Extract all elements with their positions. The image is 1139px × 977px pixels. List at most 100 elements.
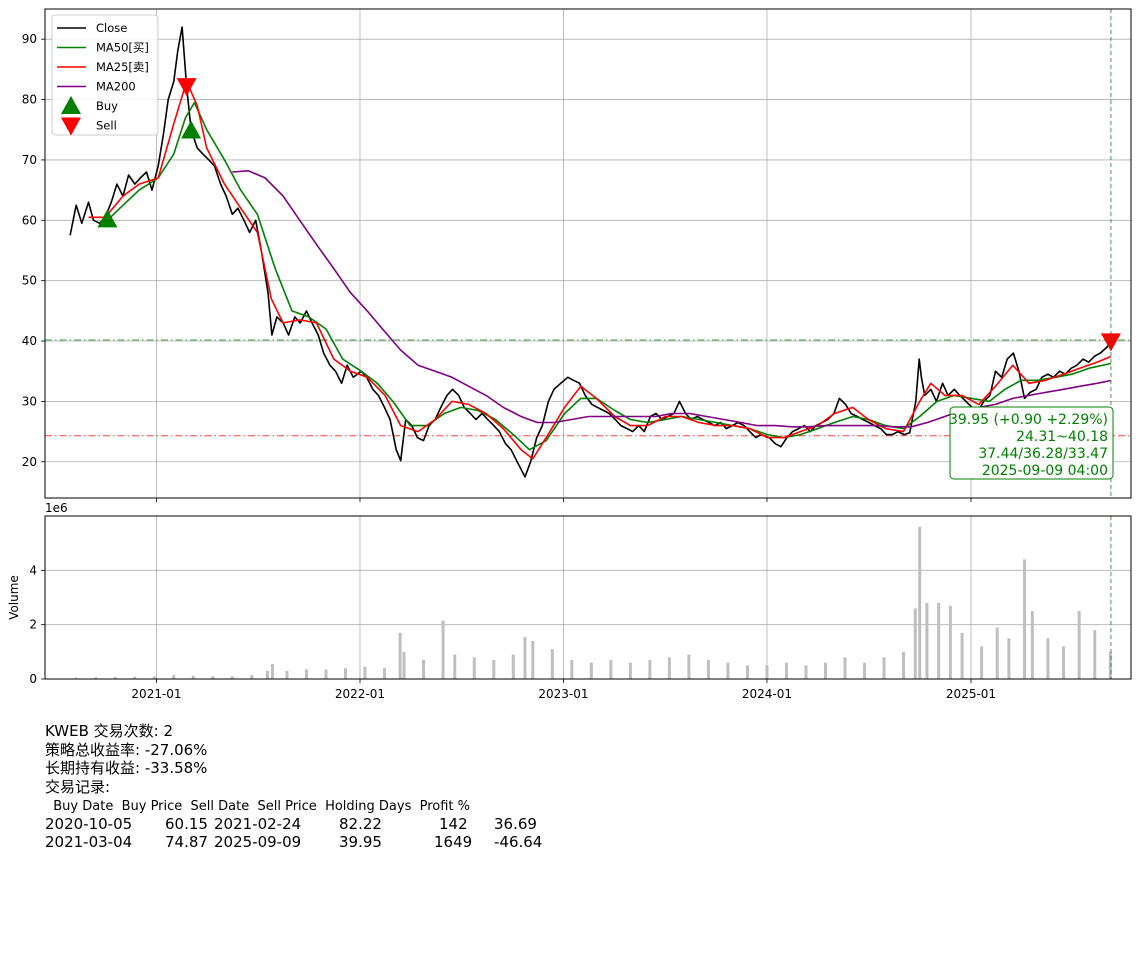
volume-bar (1023, 559, 1027, 679)
volume-axis-label: Volume (7, 575, 21, 620)
trade-row: 2020-10-05 60.15 2021-02-24 82.22 142 36… (45, 815, 537, 833)
volume-plot-frame (44, 515, 1132, 680)
buy-hold-return-text: 长期持有收益: -33.58% (45, 759, 208, 777)
volume-bar (74, 677, 78, 679)
volume-scale-label: 1e6 (45, 501, 68, 515)
volume-bar (1030, 611, 1034, 679)
volume-bar (609, 659, 613, 679)
legend: Close MA50[买] MA25[卖] MA200 Buy Sell (51, 14, 159, 136)
volume-bar (648, 659, 652, 679)
trade-table-header: Buy Date Buy Price Sell Date Sell Price … (45, 799, 471, 814)
volume-bar (726, 662, 730, 679)
volume-bar (133, 676, 137, 679)
price-y-tick-label: 50 (22, 274, 37, 288)
volume-bar (995, 627, 999, 679)
annotation-line: 37.44/36.28/33.47 (978, 446, 1108, 462)
volume-bar (902, 651, 906, 679)
volume-bar (152, 676, 156, 679)
buy-marker (181, 120, 202, 139)
legend-label: Sell (96, 119, 117, 133)
sell-price-cell: 39.95 (339, 833, 382, 851)
volume-bar (843, 657, 847, 679)
volume-bar (324, 669, 328, 679)
volume-bar (784, 662, 788, 679)
sell-date-cell: 2025-09-09 (214, 833, 302, 851)
sell-marker (1100, 333, 1121, 352)
buy-marker (97, 209, 118, 228)
chart-figure: 2030405060708090CloseMA50[买]MA25[卖]MA200… (7, 8, 1132, 700)
volume-bar (628, 662, 632, 679)
volume-bar (948, 605, 952, 679)
volume-bar (363, 666, 367, 679)
legend-swatch-sell (61, 117, 81, 136)
volume-bar (925, 602, 929, 679)
legend-box (51, 14, 159, 136)
annotation-line: 2025-09-09 04:00 (982, 463, 1108, 479)
volume-bar (472, 657, 476, 679)
price-y-tick-label: 90 (22, 32, 37, 46)
price-y-tick-label: 40 (22, 334, 37, 348)
buy-price-cell: 60.15 (165, 815, 208, 833)
legend-label: Buy (96, 99, 118, 113)
buy-date-cell: 2021-03-04 (45, 833, 133, 851)
volume-bar (343, 668, 347, 679)
volume-bar (492, 659, 496, 679)
volume-bar (913, 608, 917, 679)
volume-bar (1077, 611, 1081, 679)
profit-cell: -46.64 (494, 833, 543, 851)
volume-bar (211, 676, 215, 679)
series-line-ma25 (88, 80, 1112, 460)
volume-bar (398, 632, 402, 679)
trade-count-text: KWEB 交易次数: 2 (45, 722, 174, 740)
volume-bar (550, 649, 554, 679)
price-plot-frame (44, 8, 1132, 499)
sell-date-cell: 2021-02-24 (214, 815, 302, 833)
volume-y-tick-label: 0 (29, 672, 37, 686)
buy-date-cell: 2020-10-05 (45, 815, 133, 833)
volume-bar (523, 636, 527, 679)
volume-bar (1046, 638, 1050, 679)
volume-bar (1062, 646, 1066, 679)
volume-bar (531, 640, 535, 679)
annotation-box (949, 406, 1114, 480)
volume-bar (383, 668, 387, 679)
volume-bar (304, 669, 308, 679)
x-tick-label: 2025-01 (946, 687, 996, 700)
trade-records-title: 交易记录: (45, 777, 111, 796)
volume-bar (285, 670, 289, 679)
legend-label: MA25[卖] (96, 60, 149, 74)
volume-bar (113, 676, 117, 679)
series-line-ma200 (232, 170, 1112, 428)
volume-bar (191, 675, 195, 679)
sell-price-cell: 82.22 (339, 815, 382, 833)
legend-swatch-buy (61, 96, 81, 114)
series-line-ma50 (106, 101, 1112, 451)
profit-cell: 36.69 (494, 815, 537, 833)
price-y-tick-label: 20 (22, 455, 37, 469)
volume-bar (706, 659, 710, 679)
volume-bar (441, 620, 445, 679)
price-panel: 20 30 40 50 60 70 80 90 Close MA50[买] MA25[卖] MA200… (22, 8, 1132, 502)
annotation-line: 39.95 (+0.90 +2.29%) (949, 412, 1108, 428)
volume-bar (765, 665, 769, 679)
volume-bar (94, 677, 98, 679)
volume-bar (422, 659, 426, 679)
volume-bar (250, 674, 254, 679)
volume-bar (863, 662, 867, 679)
volume-panel: 0 2 4 2021-01 2022-01 2023-01 2024-01 2025-01 1e… (7, 501, 1132, 700)
volume-bar (745, 665, 749, 679)
x-tick-label: 2022-01 (335, 687, 385, 700)
volume-bar (230, 676, 234, 679)
x-tick-label: 2024-01 (742, 687, 792, 700)
volume-bar (960, 632, 964, 679)
price-y-tick-label: 70 (22, 153, 37, 167)
price-y-tick-label: 60 (22, 213, 37, 227)
volume-bar (882, 657, 886, 679)
volume-bar (589, 662, 593, 679)
volume-bar (687, 654, 691, 679)
holding-days-cell: 142 (439, 815, 468, 833)
volume-bar (1093, 630, 1097, 679)
volume-y-tick-label: 4 (29, 563, 37, 577)
volume-bar (980, 646, 984, 679)
price-annotation: 39.95 (+0.90 +2.29%)24.31~40.1837.44/36.… (949, 406, 1114, 480)
